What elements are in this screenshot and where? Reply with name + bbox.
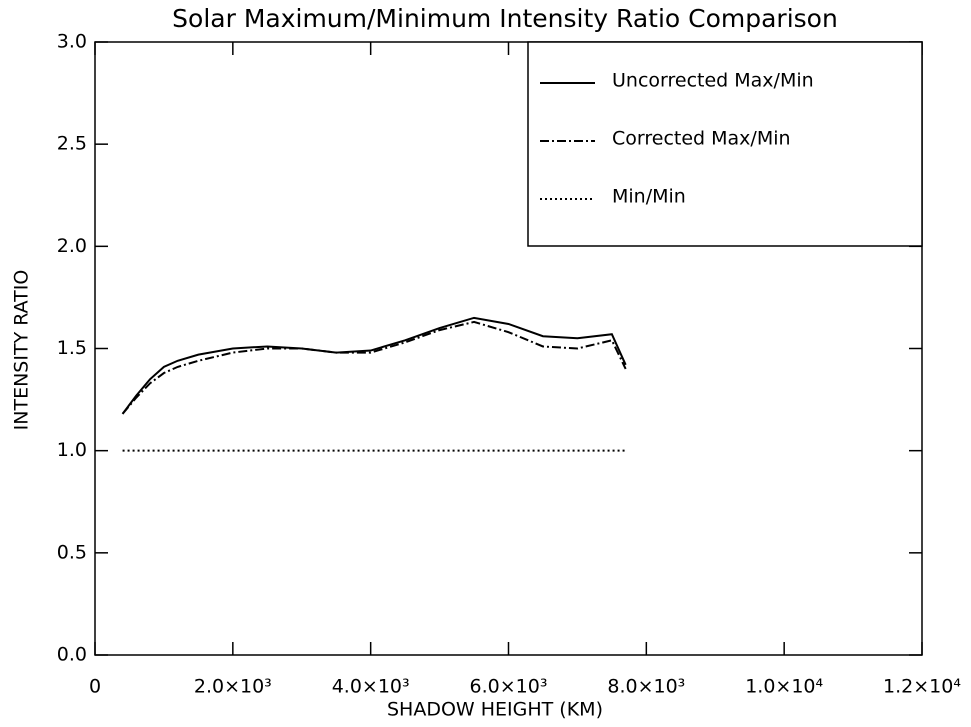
chart-title: Solar Maximum/Minimum Intensity Ratio Co…	[172, 4, 838, 33]
y-tick-label: 0.5	[57, 541, 87, 563]
x-tick-label: 1.2×10⁴	[883, 676, 961, 698]
y-tick-label: 2.5	[57, 133, 87, 155]
legend-label: Uncorrected Max/Min	[612, 70, 814, 92]
legend-label: Min/Min	[612, 186, 686, 208]
x-tick-label: 1.0×10⁴	[745, 676, 823, 698]
y-axis-label: INTENSITY RATIO	[11, 270, 33, 431]
y-tick-label: 1.5	[57, 337, 87, 359]
x-tick-label: 8.0×10³	[607, 676, 685, 698]
x-tick-label: 2.0×10³	[194, 676, 272, 698]
x-tick-label: 4.0×10³	[332, 676, 410, 698]
y-tick-label: 1.0	[57, 439, 87, 461]
x-axis-label: SHADOW HEIGHT (KM)	[387, 699, 603, 721]
series-line	[121, 316, 627, 415]
series-line	[121, 320, 627, 415]
legend-box	[527, 41, 923, 247]
y-tick-label: 0.0	[57, 644, 87, 666]
x-tick-label: 0	[89, 676, 101, 698]
y-tick-label: 2.0	[57, 235, 87, 257]
x-tick-label: 6.0×10³	[470, 676, 548, 698]
legend-label: Corrected Max/Min	[612, 128, 791, 150]
y-tick-label: 3.0	[57, 31, 87, 53]
